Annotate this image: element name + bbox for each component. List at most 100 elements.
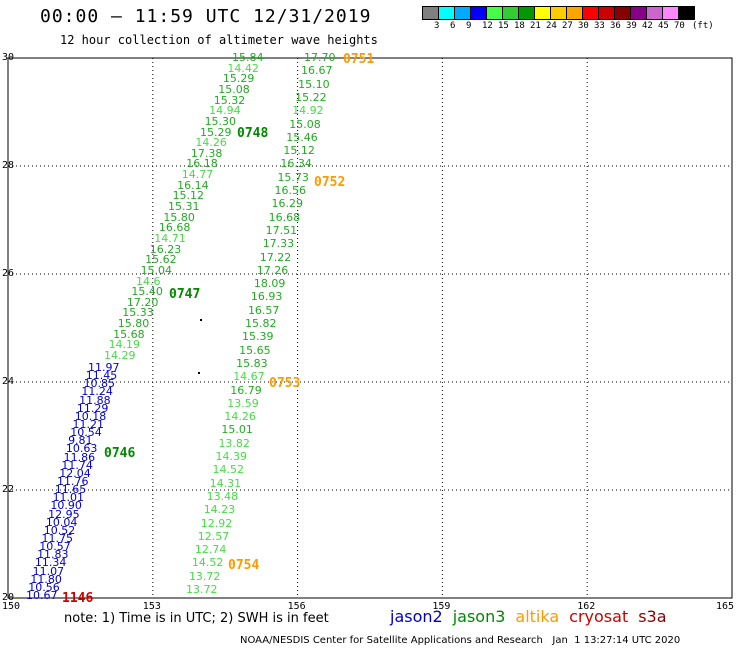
pass-id-label: 0747 <box>169 287 201 302</box>
wave-height-value: 14.42 <box>227 61 259 75</box>
wave-height-value: 14.19 <box>108 338 141 352</box>
legend-entry: jason3 <box>452 607 506 626</box>
lon-tick-label: 156 <box>287 601 306 612</box>
wave-height-value: 14.71 <box>154 231 186 245</box>
wave-height-value: 15.10 <box>298 77 330 91</box>
wave-height-value: 11.34 <box>34 556 67 570</box>
wave-height-value: 16.18 <box>186 157 218 171</box>
lat-tick-label: 24 <box>2 376 15 387</box>
wave-height-value: 15.32 <box>213 93 246 107</box>
wave-height-value: 11.45 <box>85 369 118 383</box>
satellite-legend: jason2 jason3 altika cryosat s3a <box>390 607 677 626</box>
wave-height-value: 15.29 <box>222 72 255 86</box>
wave-height-value: 10.90 <box>50 499 82 513</box>
wave-height-value: 14.26 <box>224 410 256 424</box>
wave-height-value: 11.29 <box>76 401 109 415</box>
pass-id-label: 0753 <box>269 376 301 391</box>
wave-height-value: 11.65 <box>54 483 87 497</box>
wave-height-value: 15.82 <box>245 317 277 330</box>
color-scale-label: 21 <box>530 21 541 31</box>
island-dot <box>200 319 202 321</box>
color-scale-label: 33 <box>594 21 605 31</box>
wave-height-value: 14.92 <box>292 104 324 118</box>
wave-height-value: 15.31 <box>168 200 200 213</box>
pass-id-label: 0751 <box>343 52 375 67</box>
wave-height-value: 15.39 <box>242 330 274 344</box>
wave-height-value: 15.22 <box>295 90 327 104</box>
wave-height-value: 10.63 <box>65 442 98 456</box>
wave-height-value: 17.70 <box>304 51 336 64</box>
wave-height-value: 10.56 <box>28 580 60 594</box>
wave-height-value: 14.52 <box>212 463 245 477</box>
color-scale-label: (ft) <box>692 21 714 31</box>
lat-tick-label: 28 <box>2 160 15 171</box>
wave-height-value: 15.12 <box>172 189 205 203</box>
color-scale-label: 30 <box>578 21 589 31</box>
wave-height-value: 10.54 <box>70 426 102 440</box>
color-scale-label: 24 <box>546 21 557 31</box>
map-title: 00:00 – 11:59 UTC 12/31/2019 <box>40 6 372 27</box>
wave-height-value: 10.04 <box>45 515 78 529</box>
color-scale-bar <box>422 6 695 20</box>
legend-entry: cryosat <box>569 607 629 626</box>
color-scale-label: 6 <box>450 21 456 31</box>
wave-height-value: 13.48 <box>206 489 239 503</box>
wave-height-value: 10.52 <box>43 523 76 537</box>
wave-height-value: 15.33 <box>122 306 154 320</box>
pass-id-label: 1146 <box>62 591 94 606</box>
wave-height-value: 14.31 <box>209 476 242 490</box>
wave-height-value: 12.95 <box>48 507 80 521</box>
wave-height-value: 13.72 <box>186 583 218 596</box>
wave-height-value: 10.18 <box>74 409 107 423</box>
wave-height-value: 17.38 <box>190 146 223 160</box>
wave-height-value: 15.68 <box>113 327 145 341</box>
lat-tick-label: 26 <box>2 268 15 279</box>
color-scale-label: 18 <box>514 21 525 31</box>
wave-height-value: 12.57 <box>197 529 230 543</box>
pass-id-label: 0754 <box>228 558 260 573</box>
island-dot <box>198 372 200 374</box>
wave-height-value: 16.34 <box>280 157 312 171</box>
wave-height-value: 15.46 <box>286 130 318 144</box>
wave-height-value: 14.6 <box>136 274 161 288</box>
wave-height-value: 15.73 <box>277 170 309 184</box>
wave-height-value: 11.24 <box>81 385 113 399</box>
wave-height-value: 14.67 <box>233 370 265 384</box>
wave-height-value: 16.67 <box>301 64 333 78</box>
color-scale-label: 15 <box>498 21 509 31</box>
wave-height-value: 14.52 <box>191 556 224 570</box>
units-note: note: 1) Time is in UTC; 2) SWH is in fe… <box>64 611 329 626</box>
wave-height-value: 15.08 <box>289 117 321 131</box>
wave-height-value: 16.23 <box>149 242 182 256</box>
pass-id-label: 0748 <box>237 126 269 141</box>
lon-tick-label: 153 <box>142 601 161 612</box>
lat-tick-label: 20 <box>2 592 15 603</box>
lat-tick-label: 30 <box>2 52 15 63</box>
wave-height-value: 14.94 <box>209 104 241 118</box>
wave-height-value: 15.84 <box>232 51 264 64</box>
wave-height-value: 15.40 <box>131 285 163 299</box>
wave-height-value: 16.56 <box>274 184 307 197</box>
wave-height-value: 14.39 <box>215 450 248 463</box>
wave-height-value: 10.67 <box>26 589 58 602</box>
wave-height-value: 17.33 <box>262 237 295 251</box>
wave-height-value: 15.29 <box>200 125 232 139</box>
wave-height-value: 9.81 <box>68 434 93 448</box>
lon-tick-label: 165 <box>716 601 735 612</box>
color-scale-label: 42 <box>642 21 653 31</box>
wave-height-value: 11.97 <box>88 361 120 374</box>
wave-height-value: 12.92 <box>200 516 233 530</box>
wave-height-value: 13.72 <box>188 569 221 583</box>
color-scale-label: 36 <box>610 21 621 31</box>
wave-height-value: 17.20 <box>126 295 159 309</box>
wave-height-value: 16.68 <box>158 221 191 235</box>
wave-height-value: 14.26 <box>195 136 227 150</box>
wave-height-value: 16.79 <box>230 383 262 397</box>
wave-height-value: 11.74 <box>61 458 93 472</box>
wave-height-value: 14.23 <box>203 503 236 517</box>
wave-height-value: 15.65 <box>239 343 271 357</box>
color-scale-label: 3 <box>434 21 440 31</box>
wave-height-value: 11.07 <box>32 564 65 578</box>
wave-height-value: 13.59 <box>227 396 259 410</box>
wave-height-value: 11.01 <box>52 491 85 505</box>
